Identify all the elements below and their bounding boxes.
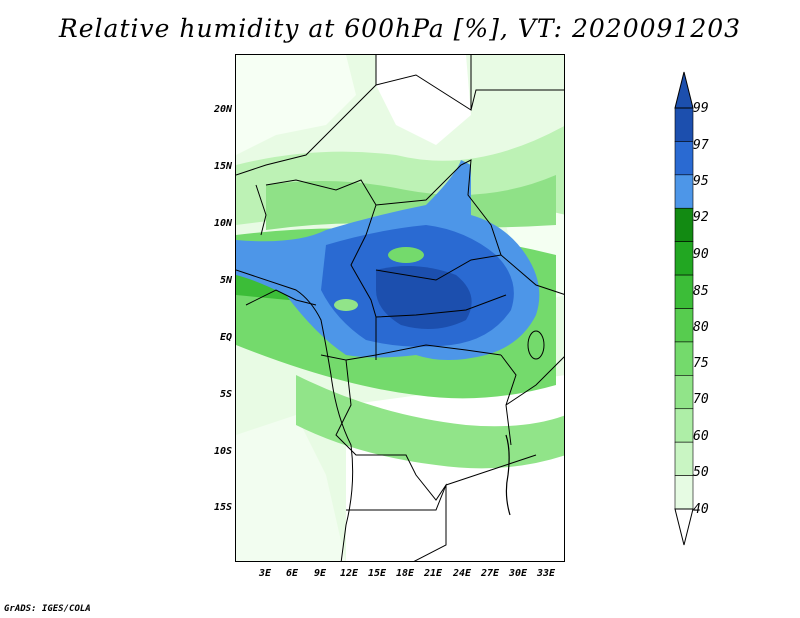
colorbar-band xyxy=(674,207,694,242)
colorbar-band xyxy=(674,274,694,309)
colorbar-label-92: 92 xyxy=(693,210,709,225)
lat-label-15s: 15S xyxy=(213,502,232,513)
map-plot-area xyxy=(235,54,565,562)
colorbar-band xyxy=(674,375,694,410)
humidity-field xyxy=(236,55,564,561)
grads-credit: GrADS: IGES/COLA xyxy=(4,604,91,614)
lat-label-5s: 5S xyxy=(219,389,232,400)
lat-label-10n: 10N xyxy=(213,218,232,229)
lon-label-24e: 24E xyxy=(452,568,472,579)
lat-label-15n: 15N xyxy=(213,161,232,172)
colorbar-top-arrow xyxy=(674,71,694,109)
colorbar-label-99: 99 xyxy=(693,101,709,116)
colorbar-band xyxy=(674,308,694,343)
colorbar-bottom-arrow xyxy=(674,508,694,546)
lon-label-18e: 18E xyxy=(395,568,415,579)
lon-label-15e: 15E xyxy=(367,568,387,579)
colorbar-label-85: 85 xyxy=(693,284,709,299)
colorbar-label-40: 40 xyxy=(693,502,709,517)
colorbar-band xyxy=(674,107,694,142)
lon-label-30e: 30E xyxy=(508,568,528,579)
colorbar-label-50: 50 xyxy=(693,465,709,480)
colorbar-label-60: 60 xyxy=(693,429,709,444)
colorbar-label-80: 80 xyxy=(693,320,709,335)
colorbar-band xyxy=(674,408,694,443)
lon-label-9e: 9E xyxy=(313,568,327,579)
colorbar-label-97: 97 xyxy=(693,138,709,153)
colorbar-band xyxy=(674,341,694,376)
colorbar-band xyxy=(674,174,694,209)
colorbar-label-75: 75 xyxy=(693,356,709,371)
lat-label-10s: 10S xyxy=(213,446,232,457)
chart-title: Relative humidity at 600hPa [%], VT: 202… xyxy=(58,14,742,43)
lon-label-3e: 3E xyxy=(258,568,272,579)
lon-label-21e: 21E xyxy=(423,568,443,579)
lat-label-20n: 20N xyxy=(213,104,232,115)
lon-label-33e: 33E xyxy=(536,568,556,579)
colorbar-band xyxy=(674,441,694,476)
colorbar-band xyxy=(674,141,694,176)
lon-label-27e: 27E xyxy=(480,568,500,579)
colorbar-label-90: 90 xyxy=(693,247,709,262)
colorbar-label-95: 95 xyxy=(693,174,709,189)
lon-label-6e: 6E xyxy=(285,568,299,579)
colorbar-band xyxy=(674,475,694,510)
colorbar-band xyxy=(674,241,694,276)
colorbar-label-70: 70 xyxy=(693,392,709,407)
lat-label-5n: 5N xyxy=(219,275,232,286)
lon-label-12e: 12E xyxy=(339,568,359,579)
lat-label-eq: EQ xyxy=(219,332,232,343)
